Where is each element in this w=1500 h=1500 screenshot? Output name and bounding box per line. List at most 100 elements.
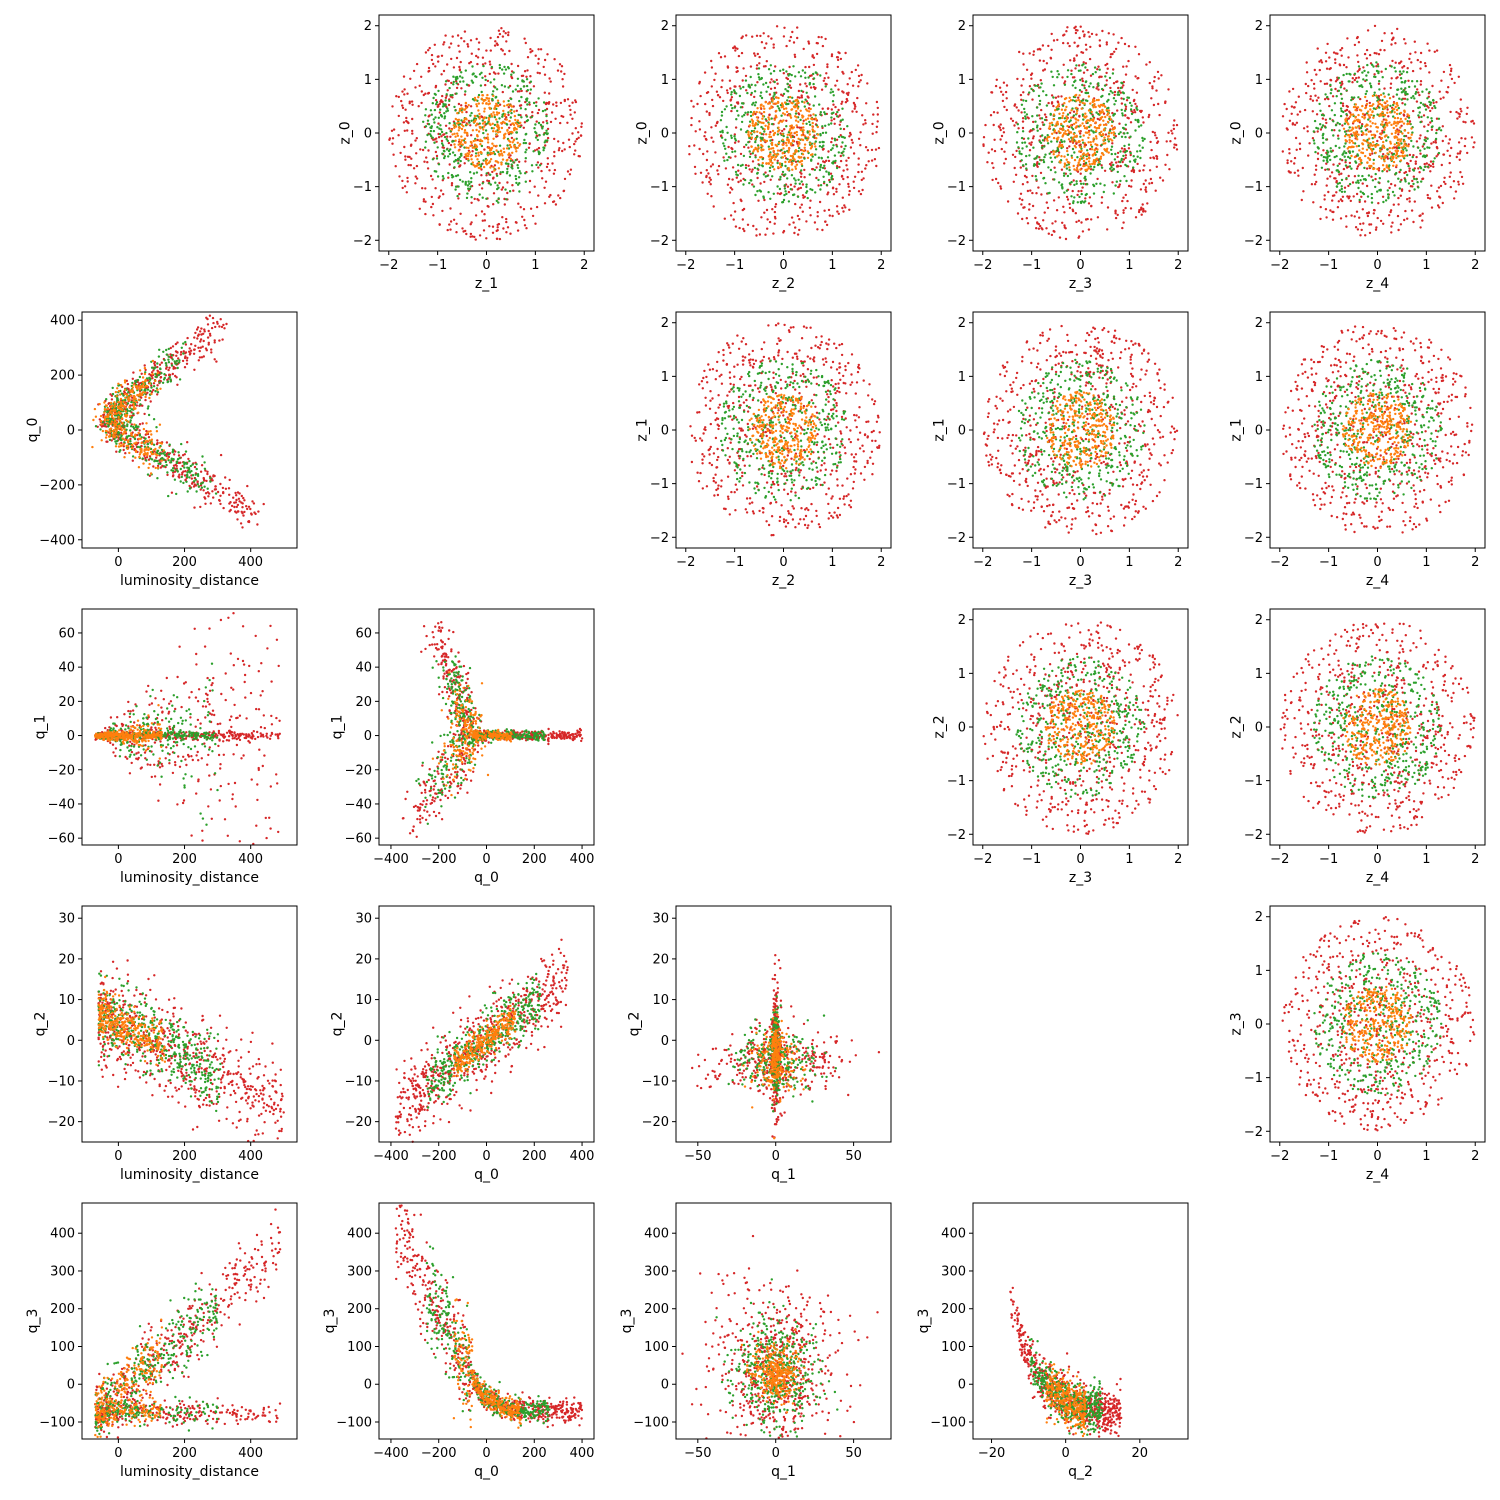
scatter-point <box>749 152 752 156</box>
scatter-point <box>796 188 799 191</box>
scatter-point <box>463 93 467 96</box>
scatter-point <box>432 96 435 100</box>
scatter-point <box>1066 113 1070 116</box>
scatter-point <box>1094 105 1097 109</box>
scatter-point <box>859 192 863 196</box>
scatter-point <box>1127 45 1131 48</box>
scatter-point <box>1014 173 1018 176</box>
scatter-point <box>1079 135 1082 138</box>
scatter-point <box>411 117 414 121</box>
scatter-point <box>780 120 784 123</box>
scatter-point <box>807 96 810 99</box>
scatter-point <box>781 200 785 204</box>
scatter-point <box>517 125 520 128</box>
scatter-point <box>477 102 480 105</box>
scatter-point <box>1466 151 1469 155</box>
scatter-point <box>1360 124 1364 128</box>
scatter-point <box>739 179 742 182</box>
scatter-point <box>452 124 455 127</box>
scatter-point <box>1415 90 1418 94</box>
scatter-point <box>509 109 512 113</box>
scatter-point <box>553 168 557 172</box>
scatter-point <box>758 111 761 114</box>
scatter-point <box>481 119 484 122</box>
scatter-point <box>1039 86 1042 89</box>
scatter-point <box>1399 168 1402 172</box>
scatter-point <box>1375 61 1378 64</box>
scatter-point <box>459 159 462 163</box>
scatter-point <box>1093 149 1096 152</box>
scatter-point <box>1101 115 1104 119</box>
scatter-point <box>735 66 738 69</box>
scatter-point <box>1404 180 1407 183</box>
scatter-point <box>1386 193 1390 196</box>
scatter-point <box>1039 158 1042 162</box>
scatter-point <box>751 183 754 186</box>
scatter-point <box>1095 33 1098 36</box>
scatter-point <box>1047 44 1050 48</box>
scatter-point <box>764 118 767 121</box>
y-tick-label: 2 <box>364 19 372 34</box>
scatter-point <box>1397 228 1400 232</box>
scatter-point <box>782 68 785 71</box>
scatter-point <box>1065 158 1068 161</box>
scatter-point <box>794 160 798 163</box>
scatter-point <box>399 151 402 155</box>
scatter-point <box>1040 108 1043 112</box>
scatter-point <box>1406 67 1409 70</box>
scatter-point <box>782 72 785 75</box>
scatter-point <box>515 131 519 134</box>
scatter-point <box>414 86 417 89</box>
scatter-point <box>543 141 546 144</box>
scatter-point <box>415 137 418 140</box>
scatter-point <box>489 63 492 66</box>
scatter-point <box>495 174 499 177</box>
scatter-point <box>1106 100 1109 103</box>
scatter-point <box>1175 123 1179 127</box>
scatter-point <box>783 26 786 29</box>
scatter-point <box>825 183 829 187</box>
scatter-point <box>539 123 543 127</box>
scatter-point <box>504 162 508 165</box>
scatter-point <box>512 161 515 164</box>
scatter-point <box>1354 160 1357 163</box>
scatter-point <box>1020 203 1023 206</box>
scatter-point <box>1119 179 1122 183</box>
scatter-point <box>804 108 808 111</box>
scatter-point <box>497 72 500 75</box>
scatter-point <box>1428 71 1431 74</box>
scatter-point <box>846 83 849 86</box>
scatter-point <box>760 121 763 124</box>
scatter-point <box>1435 49 1439 52</box>
scatter-point <box>1296 113 1299 116</box>
scatter-point <box>845 97 848 101</box>
scatter-point <box>1049 156 1052 159</box>
scatter-point <box>788 223 791 226</box>
scatter-point <box>493 169 496 172</box>
scatter-point <box>842 210 845 213</box>
scatter-point <box>1137 210 1141 214</box>
scatter-point <box>1361 71 1364 74</box>
scatter-point <box>830 140 833 144</box>
scatter-point <box>1340 47 1344 50</box>
scatter-point <box>1339 48 1342 52</box>
scatter-point <box>505 172 509 175</box>
scatter-point <box>1112 131 1116 134</box>
scatter-point <box>769 164 773 167</box>
scatter-point <box>415 177 419 180</box>
scatter-point <box>1021 117 1025 120</box>
scatter-point <box>1040 193 1043 196</box>
scatter-point <box>815 137 818 140</box>
scatter-point <box>1308 142 1311 145</box>
scatter-point <box>1419 67 1422 70</box>
scatter-point <box>1056 122 1060 125</box>
scatter-point <box>1426 165 1430 168</box>
scatter-point <box>486 133 489 136</box>
scatter-point <box>1363 200 1367 203</box>
scatter-point <box>837 135 841 139</box>
scatter-point <box>1070 195 1073 198</box>
scatter-point <box>477 96 480 99</box>
scatter-point <box>855 110 858 114</box>
scatter-point <box>471 150 474 153</box>
scatter-point <box>803 134 806 137</box>
